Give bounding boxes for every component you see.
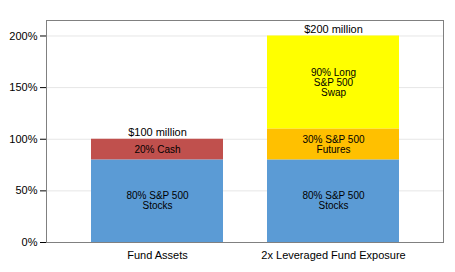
svg-text:150%: 150% [9,81,37,93]
svg-text:90% LongS&P 500Swap: 90% LongS&P 500Swap [311,67,356,98]
svg-text:0%: 0% [22,236,38,248]
svg-text:30% S&P 500Futures: 30% S&P 500Futures [302,134,365,155]
svg-text:80% S&P 500Stocks: 80% S&P 500Stocks [302,190,365,211]
svg-text:200%: 200% [9,30,37,42]
svg-text:50%: 50% [15,184,37,196]
svg-text:20% Cash: 20% Cash [134,144,180,155]
svg-text:100%: 100% [9,133,37,145]
svg-text:$200 million: $200 million [304,23,363,35]
svg-text:$100 million: $100 million [128,126,187,138]
svg-text:80% S&P 500Stocks: 80% S&P 500Stocks [126,190,189,211]
svg-text:2x Leveraged Fund Exposure: 2x Leveraged Fund Exposure [261,249,405,261]
svg-text:Fund Assets: Fund Assets [127,249,188,261]
